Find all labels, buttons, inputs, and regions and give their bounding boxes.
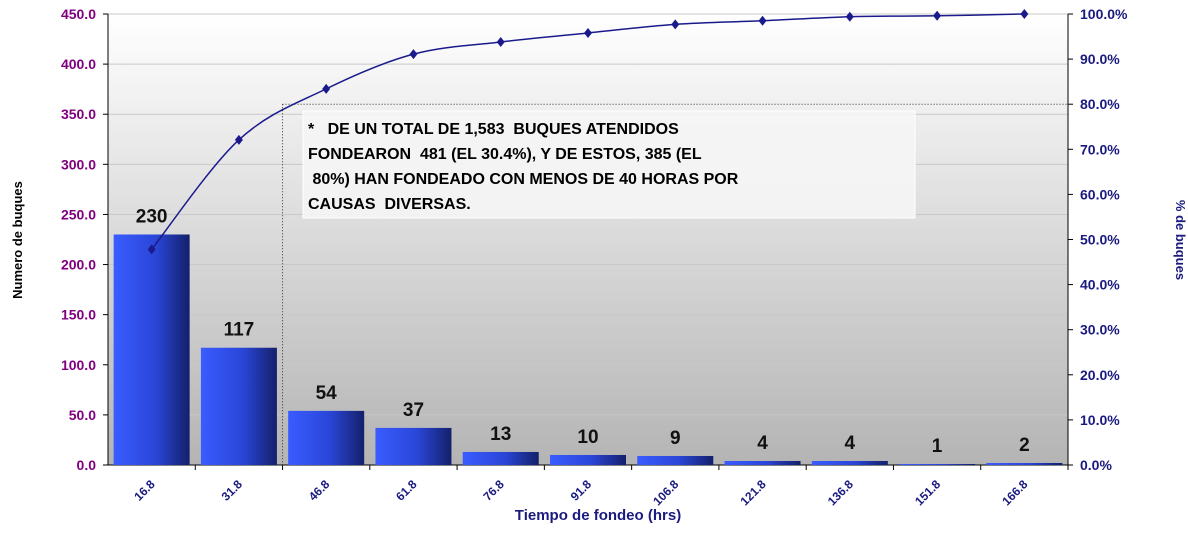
data-label: 117 — [224, 320, 255, 341]
x-tick-label: 121.8 — [738, 477, 769, 508]
y2-tick-label: 50.0% — [1080, 232, 1120, 248]
x-tick-label: 166.8 — [999, 477, 1030, 508]
line-marker — [1020, 9, 1029, 19]
annotation-box — [302, 110, 916, 219]
x-tick-label: 106.8 — [650, 477, 681, 508]
bar — [986, 462, 1063, 465]
line-marker — [933, 10, 942, 21]
y-tick-label: 150.0 — [61, 307, 96, 323]
y-tick-label: 350.0 — [61, 106, 96, 122]
y2-tick-label: 60.0% — [1080, 186, 1120, 202]
data-label: 13 — [490, 424, 511, 445]
bar — [899, 463, 976, 465]
cumulative-line — [151, 13, 1025, 250]
y-axis-title: Numero de buques — [10, 181, 25, 299]
bar — [724, 460, 801, 465]
y2-tick-label: 40.0% — [1080, 277, 1120, 293]
y-tick-label: 0.0 — [77, 457, 97, 473]
x-tick-label: 46.8 — [306, 477, 333, 504]
y2-tick-label: 70.0% — [1080, 141, 1120, 157]
line-marker — [584, 27, 592, 38]
data-label: 230 — [136, 206, 168, 227]
y-tick-label: 50.0 — [69, 407, 96, 423]
y-tick-label: 200.0 — [61, 257, 96, 273]
data-label: 54 — [316, 383, 338, 404]
line-marker — [496, 36, 505, 47]
line-marker — [671, 19, 680, 30]
x-tick-label: 31.8 — [219, 477, 246, 504]
bar — [375, 427, 452, 465]
data-label: 4 — [845, 433, 856, 454]
y-tick-label: 250.0 — [61, 206, 96, 222]
bar — [462, 451, 539, 465]
y2-tick-label: 0.0% — [1080, 457, 1112, 473]
y2-tick-label: 100.0% — [1080, 6, 1128, 22]
line-marker — [409, 49, 418, 60]
line-marker — [234, 134, 243, 145]
annotation-text: 80%) HAN FONDEADO CON MENOS DE 40 HORAS … — [308, 171, 739, 188]
x-axis-title: Tiempo de fondeo (hrs) — [515, 507, 681, 524]
annotation-text: CAUSAS DIVERSAS. — [308, 196, 471, 213]
bar — [637, 455, 714, 465]
y-tick-label: 450.0 — [61, 6, 96, 22]
y-tick-label: 400.0 — [61, 56, 96, 72]
bar — [113, 234, 190, 465]
x-tick-label: 151.8 — [912, 477, 943, 508]
y2-tick-label: 30.0% — [1080, 322, 1120, 338]
x-tick-label: 136.8 — [825, 477, 856, 508]
y-tick-label: 100.0 — [61, 357, 96, 373]
annotation-text: FONDEARON 481 (EL 30.4%), Y DE ESTOS, 38… — [308, 146, 702, 163]
data-label: 1 — [932, 436, 943, 457]
bar — [811, 460, 888, 465]
line-marker — [845, 11, 854, 22]
y2-tick-label: 80.0% — [1080, 96, 1120, 112]
y2-tick-label: 90.0% — [1080, 51, 1120, 67]
data-label: 10 — [577, 427, 598, 448]
data-label: 9 — [670, 428, 681, 449]
y2-tick-label: 20.0% — [1080, 367, 1120, 383]
bar — [288, 410, 365, 465]
bar — [200, 347, 277, 465]
x-tick-label: 61.8 — [393, 477, 420, 504]
line-marker — [147, 244, 156, 255]
y2-axis-title: % de buques — [1173, 200, 1188, 280]
data-label: 4 — [757, 433, 768, 454]
data-label: 2 — [1019, 435, 1030, 456]
annotation-text: * DE UN TOTAL DE 1,583 BUQUES ATENDIDOS — [308, 121, 679, 138]
line-marker — [322, 83, 331, 94]
y-tick-label: 300.0 — [61, 156, 96, 172]
line-marker — [758, 15, 767, 26]
y2-tick-label: 10.0% — [1080, 412, 1120, 428]
x-tick-label: 76.8 — [480, 477, 507, 504]
x-tick-label: 91.8 — [568, 477, 595, 504]
data-label: 37 — [403, 400, 424, 421]
x-tick-label: 16.8 — [131, 477, 158, 504]
bar — [550, 454, 626, 465]
